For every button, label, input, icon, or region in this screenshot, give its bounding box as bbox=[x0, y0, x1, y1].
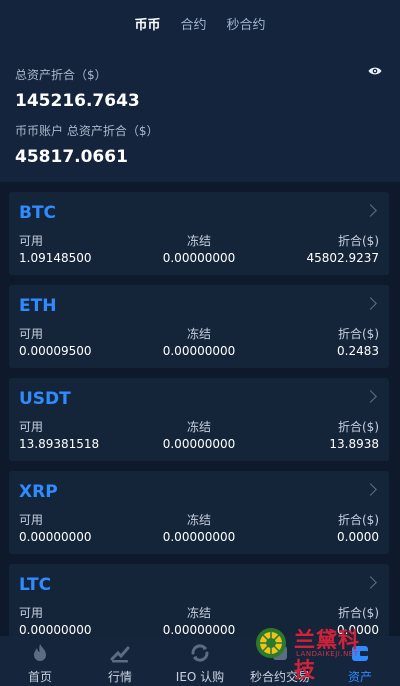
equivalent-value: 13.8938 bbox=[329, 437, 379, 451]
asset-summary: 总资产折合（$） 145216.7643 币币账户 总资产折合（$） 45817… bbox=[0, 46, 400, 182]
asset-card-usdt[interactable]: USDT 可用 冻结 折合($) 13.89381518 0.00000000 … bbox=[9, 378, 389, 461]
chevron-right-icon bbox=[364, 483, 377, 496]
equivalent-label: 折合($) bbox=[338, 513, 379, 527]
coin-account-label: 币币账户 总资产折合（$） bbox=[15, 124, 159, 138]
available-value: 13.89381518 bbox=[19, 437, 100, 451]
coin-name: LTC bbox=[19, 575, 52, 595]
available-label: 可用 bbox=[19, 606, 44, 620]
nav-ieo-label: IEO 认购 bbox=[175, 670, 225, 684]
watermark-subtitle: LANDAIKEJI.NET bbox=[296, 650, 359, 658]
watermark: 兰黛科技 LANDAIKEJI.NET bbox=[254, 624, 380, 682]
nav-assets[interactable]: 资产 bbox=[320, 636, 400, 686]
nav-home-label: 首页 bbox=[27, 670, 52, 684]
chevron-right-icon bbox=[364, 576, 377, 589]
equivalent-label: 折合($) bbox=[338, 420, 379, 434]
asset-card-btc[interactable]: BTC 可用 冻结 折合($) 1.09148500 0.00000000 45… bbox=[9, 192, 389, 275]
frozen-label: 冻结 bbox=[186, 513, 211, 527]
coin-name: XRP bbox=[19, 482, 58, 502]
chevron-right-icon bbox=[364, 204, 377, 217]
flame-icon bbox=[34, 644, 46, 661]
coin-name: BTC bbox=[19, 203, 57, 223]
frozen-label: 冻结 bbox=[186, 234, 211, 248]
nav-second-trade-label: 秒合约交易 bbox=[249, 670, 310, 684]
frozen-value: 0.00000000 bbox=[162, 344, 236, 358]
asset-card-eth[interactable]: ETH 可用 冻结 折合($) 0.00009500 0.00000000 0.… bbox=[9, 285, 389, 368]
frozen-label: 冻结 bbox=[186, 327, 211, 341]
nav-ieo[interactable]: IEO 认购 bbox=[160, 636, 240, 686]
available-value: 0.00009500 bbox=[19, 344, 92, 358]
available-value: 0.00000000 bbox=[19, 623, 92, 636]
nav-home[interactable]: 首页 bbox=[0, 636, 80, 686]
nav-assets-label: 资产 bbox=[347, 670, 372, 684]
equivalent-label: 折合($) bbox=[338, 606, 379, 620]
wallet-icon bbox=[352, 646, 368, 661]
chart-icon bbox=[110, 646, 130, 663]
top-tab-bar: 币币 合约 秒合约 bbox=[0, 0, 400, 46]
refresh-icon bbox=[191, 644, 209, 662]
nav-market[interactable]: 行情 bbox=[80, 636, 160, 686]
equivalent-label: 折合($) bbox=[338, 234, 379, 248]
asset-card-ltc[interactable]: LTC 可用 冻结 折合($) 0.00000000 0.00000000 0.… bbox=[9, 564, 389, 636]
coin-name: USDT bbox=[19, 389, 71, 409]
available-value: 1.09148500 bbox=[19, 251, 92, 265]
bottom-nav: 首页 行情 IEO 认购 秒合约交易 资产 bbox=[0, 636, 400, 686]
asset-list: BTC 可用 冻结 折合($) 1.09148500 0.00000000 45… bbox=[0, 182, 400, 636]
equivalent-value: 0.0000 bbox=[337, 623, 379, 636]
total-assets-value: 145216.7643 bbox=[15, 91, 140, 111]
tab-contract[interactable]: 合约 bbox=[180, 17, 207, 33]
total-assets-label: 总资产折合（$） bbox=[15, 68, 107, 82]
tab-coin[interactable]: 币币 bbox=[134, 17, 161, 33]
eye-icon[interactable] bbox=[368, 66, 382, 76]
chevron-right-icon bbox=[364, 297, 377, 310]
coin-account-value: 45817.0661 bbox=[15, 147, 128, 167]
frozen-value: 0.00000000 bbox=[162, 530, 236, 544]
available-value: 0.00000000 bbox=[19, 530, 92, 544]
available-label: 可用 bbox=[19, 234, 44, 248]
available-label: 可用 bbox=[19, 327, 44, 341]
frozen-value: 0.00000000 bbox=[162, 437, 236, 451]
coin-name: ETH bbox=[19, 296, 57, 316]
watermark-title: 兰黛科技 bbox=[294, 628, 360, 682]
tab-second-contract[interactable]: 秒合约 bbox=[226, 17, 266, 33]
equivalent-value: 0.0000 bbox=[337, 530, 379, 544]
watermark-logo-icon bbox=[256, 628, 286, 658]
available-label: 可用 bbox=[19, 420, 44, 434]
chevron-right-icon bbox=[364, 390, 377, 403]
asset-card-xrp[interactable]: XRP 可用 冻结 折合($) 0.00000000 0.00000000 0.… bbox=[9, 471, 389, 554]
equivalent-value: 45802.9237 bbox=[306, 251, 379, 265]
available-label: 可用 bbox=[19, 513, 44, 527]
frozen-label: 冻结 bbox=[186, 606, 211, 620]
frozen-label: 冻结 bbox=[186, 420, 211, 434]
frozen-value: 0.00000000 bbox=[162, 251, 236, 265]
frozen-value: 0.00000000 bbox=[162, 623, 236, 636]
nav-market-label: 行情 bbox=[107, 670, 132, 684]
equivalent-label: 折合($) bbox=[338, 327, 379, 341]
equivalent-value: 0.2483 bbox=[337, 344, 379, 358]
